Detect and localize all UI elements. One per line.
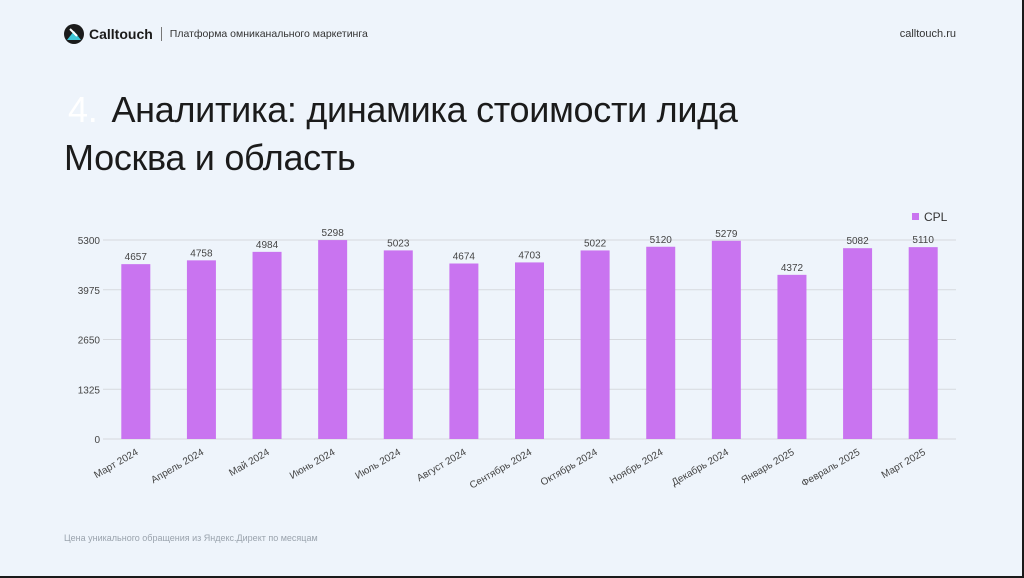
bar [646,246,676,439]
y-tick-label: 2650 [78,336,101,347]
bar [383,250,413,439]
x-tick-label: Апрель 2024 [149,447,206,486]
bar [711,240,741,439]
title-line-2: Москва и область [64,137,356,178]
legend-swatch [912,213,919,220]
y-tick-label: 0 [94,435,100,446]
brand-tagline: Платформа омниканального маркетинга [169,28,368,40]
data-label: 5120 [650,235,673,246]
page-title: 4. Аналитика: динамика стоимости лида Моск… [64,86,738,182]
calltouch-logo-icon [64,24,84,44]
bar [515,262,544,439]
x-tick-label: Август 2024 [415,447,469,484]
x-tick-label: Январь 2025 [740,447,797,486]
site-link[interactable]: calltouch.ru [899,28,956,40]
chart-footnote: Цена уникального обращения из Яндекс.Дир… [64,533,318,543]
bar [186,260,216,439]
x-tick-label: Ноябрь 2024 [607,446,665,486]
logo[interactable]: Calltouch Платформа омниканального марке… [64,23,368,45]
y-tick-label: 3975 [78,286,101,297]
data-label: 5023 [387,238,410,249]
bar [318,240,348,439]
data-label: 4703 [518,250,541,261]
bar [777,274,807,439]
legend-label: CPL [924,210,948,224]
y-tick-label: 1325 [78,385,101,396]
x-tick-label: Июнь 2024 [288,447,338,482]
x-tick-label: Сентябрь 2024 [468,446,535,492]
x-tick-label: Март 2025 [880,447,928,481]
bar [580,250,610,439]
data-label: 4674 [453,252,476,263]
x-tick-label: Май 2024 [227,447,272,479]
x-tick-label: Март 2024 [92,447,140,481]
data-label: 4984 [256,240,279,251]
section-number: 4. [68,89,98,130]
data-label: 4372 [781,263,804,274]
data-label: 5279 [715,229,738,240]
data-label: 5298 [322,228,345,239]
x-tick-label: Декабрь 2024 [669,446,731,489]
bar [449,263,479,439]
bar [908,247,938,439]
bar [121,264,151,439]
y-tick-label: 5300 [78,236,101,247]
data-label: 4657 [125,252,148,263]
brand-name: Calltouch [89,26,153,42]
data-label: 5082 [846,236,869,247]
title-line-1: Аналитика: динамика стоимости лида [111,89,738,130]
data-label: 4758 [190,248,213,259]
x-tick-label: Февраль 2025 [800,447,863,490]
x-tick-label: Июль 2024 [353,447,403,482]
x-tick-label: Октябрь 2024 [538,446,600,489]
header-divider [160,27,162,41]
bar [252,251,282,439]
data-label: 5022 [584,238,607,249]
bar [843,248,873,439]
data-label: 5110 [912,235,934,246]
